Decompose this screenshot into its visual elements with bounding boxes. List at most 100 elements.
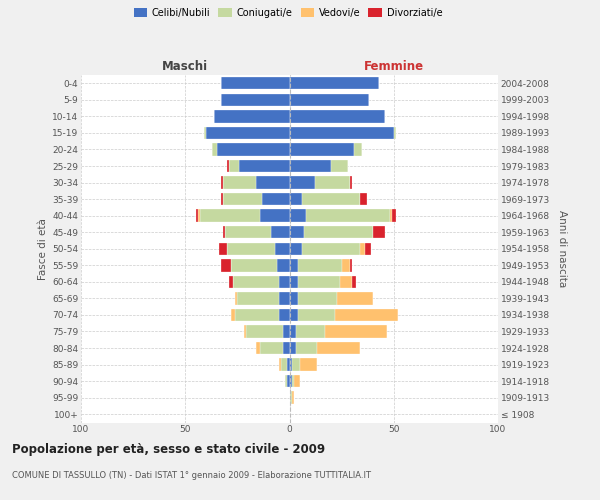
- Bar: [283, 326, 290, 338]
- Bar: [256, 342, 260, 354]
- Bar: [292, 358, 300, 371]
- Bar: [221, 176, 223, 189]
- Bar: [218, 242, 227, 255]
- Bar: [225, 226, 271, 238]
- Bar: [227, 242, 275, 255]
- Bar: [302, 193, 361, 205]
- Bar: [306, 210, 389, 222]
- Bar: [271, 226, 290, 238]
- Bar: [361, 193, 367, 205]
- Y-axis label: Anni di nascita: Anni di nascita: [557, 210, 567, 288]
- Bar: [260, 342, 283, 354]
- Bar: [290, 358, 292, 371]
- Bar: [300, 358, 317, 371]
- Bar: [304, 226, 373, 238]
- Bar: [260, 210, 290, 222]
- Bar: [221, 94, 290, 106]
- Bar: [394, 126, 396, 139]
- Bar: [290, 326, 296, 338]
- Bar: [298, 292, 337, 304]
- Text: Femmine: Femmine: [364, 60, 424, 72]
- Bar: [287, 375, 290, 388]
- Bar: [262, 193, 290, 205]
- Bar: [337, 292, 373, 304]
- Bar: [283, 342, 290, 354]
- Bar: [314, 176, 350, 189]
- Bar: [290, 242, 302, 255]
- Y-axis label: Fasce di età: Fasce di età: [38, 218, 48, 280]
- Bar: [361, 242, 365, 255]
- Bar: [275, 242, 290, 255]
- Bar: [290, 160, 331, 172]
- Bar: [293, 375, 300, 388]
- Bar: [238, 292, 279, 304]
- Text: Popolazione per età, sesso e stato civile - 2009: Popolazione per età, sesso e stato civil…: [12, 442, 325, 456]
- Bar: [298, 308, 335, 321]
- Bar: [279, 308, 290, 321]
- Bar: [298, 259, 341, 272]
- Bar: [287, 358, 290, 371]
- Bar: [233, 276, 279, 288]
- Bar: [200, 210, 260, 222]
- Bar: [229, 160, 239, 172]
- Bar: [290, 77, 379, 90]
- Bar: [277, 259, 290, 272]
- Bar: [292, 375, 293, 388]
- Bar: [292, 392, 293, 404]
- Bar: [235, 292, 238, 304]
- Bar: [223, 176, 256, 189]
- Bar: [279, 292, 290, 304]
- Bar: [389, 210, 392, 222]
- Bar: [325, 326, 388, 338]
- Bar: [221, 193, 223, 205]
- Bar: [221, 77, 290, 90]
- Bar: [392, 210, 396, 222]
- Text: Maschi: Maschi: [162, 60, 208, 72]
- Bar: [290, 176, 314, 189]
- Bar: [317, 342, 361, 354]
- Bar: [335, 308, 398, 321]
- Bar: [229, 276, 233, 288]
- Text: COMUNE DI TASSULLO (TN) - Dati ISTAT 1° gennaio 2009 - Elaborazione TUTTITALIA.I: COMUNE DI TASSULLO (TN) - Dati ISTAT 1° …: [12, 471, 371, 480]
- Bar: [290, 110, 385, 122]
- Bar: [198, 210, 200, 222]
- Bar: [223, 226, 225, 238]
- Bar: [350, 259, 352, 272]
- Bar: [296, 342, 317, 354]
- Bar: [290, 392, 292, 404]
- Bar: [302, 242, 361, 255]
- Bar: [290, 193, 302, 205]
- Bar: [286, 375, 287, 388]
- Bar: [354, 144, 362, 156]
- Bar: [231, 308, 235, 321]
- Bar: [290, 292, 298, 304]
- Bar: [231, 259, 277, 272]
- Bar: [235, 308, 279, 321]
- Bar: [290, 375, 292, 388]
- Bar: [341, 259, 350, 272]
- Bar: [298, 276, 340, 288]
- Bar: [196, 210, 198, 222]
- Bar: [279, 276, 290, 288]
- Bar: [239, 160, 290, 172]
- Bar: [365, 242, 371, 255]
- Bar: [350, 176, 352, 189]
- Bar: [256, 176, 290, 189]
- Bar: [352, 276, 356, 288]
- Bar: [331, 160, 348, 172]
- Legend: Celibi/Nubili, Coniugati/e, Vedovi/e, Divorziati/e: Celibi/Nubili, Coniugati/e, Vedovi/e, Di…: [131, 5, 445, 20]
- Bar: [244, 326, 246, 338]
- Bar: [290, 259, 298, 272]
- Bar: [212, 144, 217, 156]
- Bar: [290, 126, 394, 139]
- Bar: [340, 276, 352, 288]
- Bar: [290, 342, 296, 354]
- Bar: [290, 308, 298, 321]
- Bar: [290, 276, 298, 288]
- Bar: [373, 226, 385, 238]
- Bar: [223, 193, 262, 205]
- Bar: [290, 144, 354, 156]
- Bar: [290, 210, 306, 222]
- Bar: [221, 259, 231, 272]
- Bar: [227, 160, 229, 172]
